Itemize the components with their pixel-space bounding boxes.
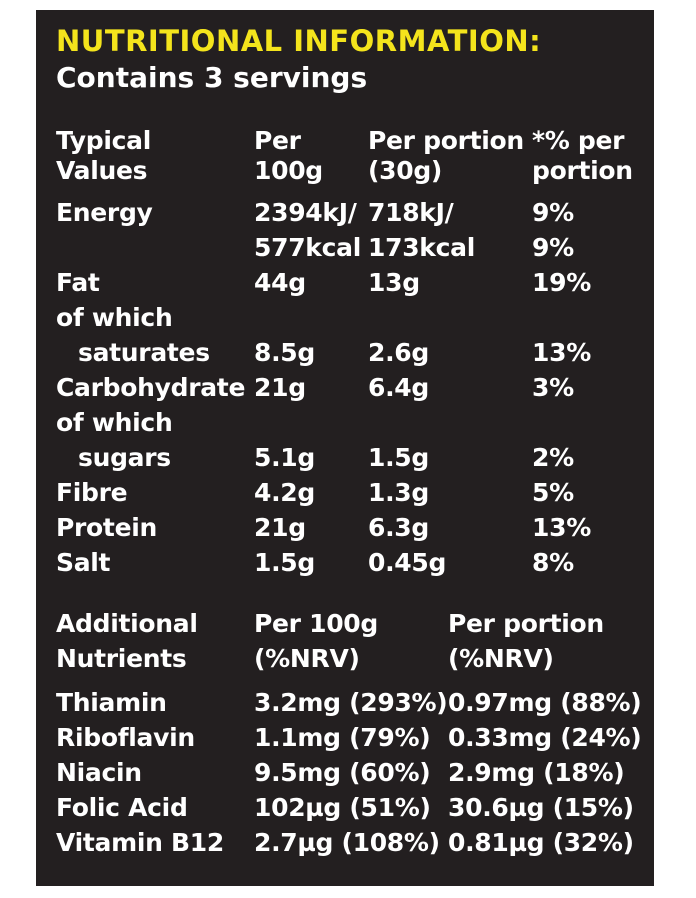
- servings-subtitle: Contains 3 servings: [56, 61, 368, 94]
- row-label: Fat: [56, 268, 100, 297]
- nutrient-per-portion: 0.81µg (32%): [448, 828, 634, 857]
- header-typical-values-line1: Typical: [56, 126, 152, 155]
- nutrient-per-portion: 2.9mg (18%): [448, 758, 625, 787]
- nutrient-per-100g: 3.2mg (293%): [254, 688, 448, 717]
- row-per-portion: 0.45g: [368, 548, 447, 577]
- header-per-100g-line1: Per: [254, 126, 301, 155]
- header-add-per-100g-line1: Per 100g: [254, 609, 378, 638]
- nutrient-per-100g: 2.7µg (108%): [254, 828, 440, 857]
- row-label: Fibre: [56, 478, 128, 507]
- nutrient-per-100g: 1.1mg (79%): [254, 723, 431, 752]
- row-pct-portion: 2%: [532, 443, 574, 472]
- row-label: Carbohydrate: [56, 373, 246, 402]
- row-pct-portion: 8%: [532, 548, 574, 577]
- row-per-100g: 577kcal: [254, 233, 361, 262]
- row-label: of which: [56, 303, 173, 332]
- header-pct-portion-line1: *% per: [532, 126, 625, 155]
- header-additional-line1: Additional: [56, 609, 198, 638]
- nutrition-panel: NUTRITIONAL INFORMATION: Contains 3 serv…: [36, 10, 654, 886]
- nutrient-label: Thiamin: [56, 688, 167, 717]
- row-label: Energy: [56, 198, 153, 227]
- row-label: Salt: [56, 548, 111, 577]
- nutrient-per-100g: 9.5mg (60%): [254, 758, 431, 787]
- header-per-portion-line1: Per portion: [368, 126, 524, 155]
- nutrient-per-portion: 0.33mg (24%): [448, 723, 642, 752]
- row-per-portion: 2.6g: [368, 338, 429, 367]
- row-pct-portion: 13%: [532, 513, 591, 542]
- row-per-100g: 1.5g: [254, 548, 315, 577]
- header-add-per-portion-line1: Per portion: [448, 609, 604, 638]
- row-per-portion: 173kcal: [368, 233, 475, 262]
- row-per-100g: 21g: [254, 513, 306, 542]
- row-pct-portion: 3%: [532, 373, 574, 402]
- header-add-per-portion-line2: (%NRV): [448, 644, 554, 673]
- header-additional-line2: Nutrients: [56, 644, 187, 673]
- row-per-100g: 5.1g: [254, 443, 315, 472]
- row-per-portion: 6.3g: [368, 513, 429, 542]
- row-label: of which: [56, 408, 173, 437]
- header-per-portion-line2: (30g): [368, 156, 443, 185]
- row-per-portion: 718kJ/: [368, 198, 454, 227]
- row-label: sugars: [78, 443, 171, 472]
- row-per-100g: 21g: [254, 373, 306, 402]
- nutrient-label: Niacin: [56, 758, 142, 787]
- row-pct-portion: 13%: [532, 338, 591, 367]
- nutrient-per-portion: 0.97mg (88%): [448, 688, 642, 717]
- nutrient-label: Riboflavin: [56, 723, 195, 752]
- row-per-portion: 1.5g: [368, 443, 429, 472]
- panel-title: NUTRITIONAL INFORMATION:: [56, 24, 542, 58]
- row-pct-portion: 5%: [532, 478, 574, 507]
- row-per-100g: 2394kJ/: [254, 198, 357, 227]
- row-per-portion: 1.3g: [368, 478, 429, 507]
- nutrient-per-portion: 30.6µg (15%): [448, 793, 634, 822]
- nutrient-label: Folic Acid: [56, 793, 188, 822]
- row-per-100g: 4.2g: [254, 478, 315, 507]
- header-pct-portion-line2: portion: [532, 156, 633, 185]
- row-pct-portion: 9%: [532, 198, 574, 227]
- nutrient-per-100g: 102µg (51%): [254, 793, 431, 822]
- row-pct-portion: 9%: [532, 233, 574, 262]
- row-per-100g: 44g: [254, 268, 306, 297]
- header-per-100g-line2: 100g: [254, 156, 323, 185]
- row-per-portion: 13g: [368, 268, 420, 297]
- nutrient-label: Vitamin B12: [56, 828, 224, 857]
- header-add-per-100g-line2: (%NRV): [254, 644, 360, 673]
- row-label: Protein: [56, 513, 158, 542]
- row-per-100g: 8.5g: [254, 338, 315, 367]
- row-label: saturates: [78, 338, 210, 367]
- row-per-portion: 6.4g: [368, 373, 429, 402]
- header-typical-values-line2: Values: [56, 156, 148, 185]
- row-pct-portion: 19%: [532, 268, 591, 297]
